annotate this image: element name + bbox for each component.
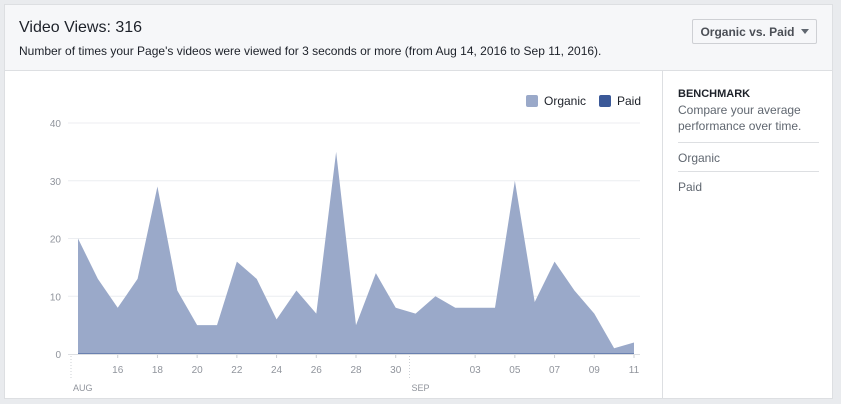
legend-label: Organic	[544, 94, 586, 108]
chart-area: 0 10 20 30 40 16 18 20 22 24 26 28 30 03 05 07 09 11 AUG SE…	[5, 71, 662, 399]
benchmark-description: Compare your average performance over ti…	[678, 103, 802, 133]
x-tick-label: 20	[192, 365, 204, 376]
y-tick-label: 30	[50, 177, 62, 188]
dropdown-label: Organic vs. Paid	[700, 24, 795, 39]
month-label: AUG	[73, 383, 93, 393]
x-tick-label: 22	[231, 365, 243, 376]
y-tick-label: 0	[55, 350, 61, 361]
x-tick-label: 07	[549, 365, 561, 376]
x-tick-label: 18	[152, 365, 164, 376]
y-tick-label: 40	[50, 119, 62, 130]
legend-label: Paid	[617, 94, 641, 108]
x-tick-label: 26	[311, 365, 323, 376]
caret-down-icon	[800, 29, 809, 34]
benchmark-title: BENCHMARK	[678, 88, 751, 100]
x-tick-label: 16	[112, 365, 124, 376]
legend-swatch	[526, 95, 538, 107]
month-label: SEP	[412, 383, 430, 393]
card-header: Video Views: 316 Number of times your Pa…	[5, 5, 832, 71]
page-title: Video Views: 316	[19, 19, 143, 36]
benchmark-panel: BENCHMARK Compare your average performan…	[662, 71, 834, 399]
organic-series-area	[78, 151, 634, 354]
x-tick-label: 24	[271, 365, 283, 376]
x-tick-label: 11	[629, 365, 640, 376]
chart-description: Number of times your Page's videos were …	[19, 44, 602, 58]
benchmark-item-paid[interactable]: Paid	[678, 171, 819, 200]
x-tick-label: 03	[470, 365, 482, 376]
legend-swatch	[599, 95, 611, 107]
benchmark-item-organic[interactable]: Organic	[678, 142, 819, 171]
y-tick-label: 10	[50, 292, 62, 303]
x-tick-label: 28	[350, 365, 362, 376]
organic-vs-paid-dropdown[interactable]: Organic vs. Paid	[692, 19, 817, 44]
x-tick-label: 09	[589, 365, 601, 376]
y-tick-label: 20	[50, 235, 62, 246]
x-tick-label: 30	[390, 365, 402, 376]
x-tick-label: 05	[509, 365, 521, 376]
video-views-chart: 0 10 20 30 40 16 18 20 22 24 26 28 30 03 05 07 09 11 AUG SE…	[50, 94, 641, 393]
insights-card: Video Views: 316 Number of times your Pa…	[4, 4, 833, 399]
